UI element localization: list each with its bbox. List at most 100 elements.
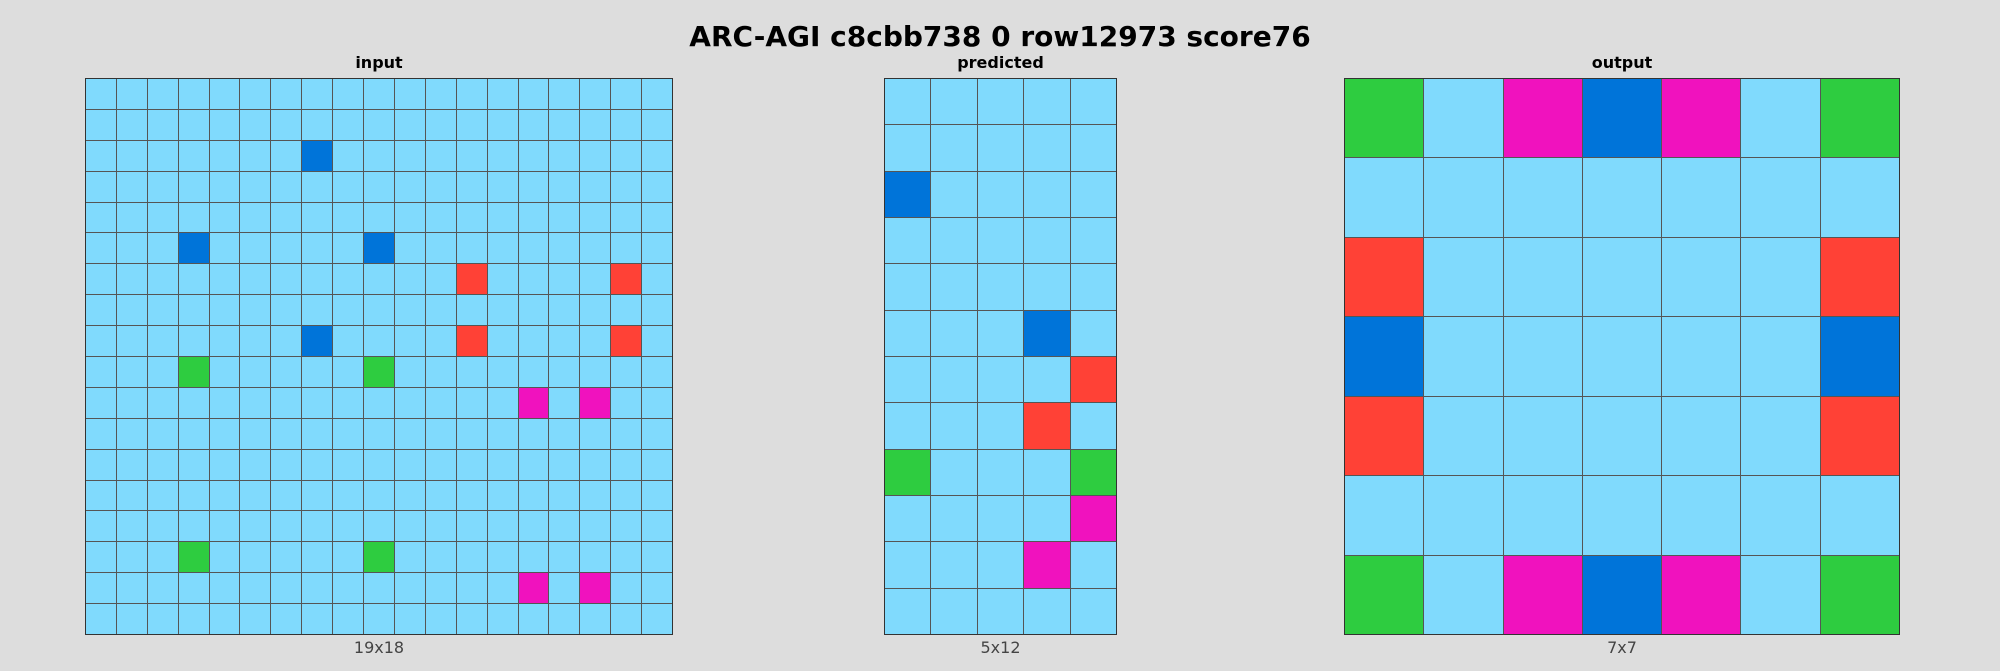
grid-cell bbox=[580, 604, 611, 634]
grid-cell bbox=[147, 295, 178, 326]
grid-cell bbox=[86, 264, 116, 295]
grid-cell bbox=[1582, 555, 1662, 634]
grid-cell bbox=[209, 326, 240, 356]
grid-cell bbox=[611, 418, 642, 449]
grid-cell bbox=[931, 356, 977, 403]
grid-cell bbox=[147, 326, 178, 356]
grid-cell bbox=[209, 202, 240, 233]
grid-cell bbox=[549, 357, 580, 387]
grid-cell bbox=[86, 295, 116, 326]
grid-cell bbox=[456, 573, 487, 604]
grid-cell bbox=[518, 109, 549, 140]
grid-cell bbox=[147, 418, 178, 449]
predicted-grid bbox=[884, 78, 1117, 635]
grid-cell bbox=[1070, 542, 1116, 588]
grid-cell bbox=[209, 449, 240, 480]
grid-cell bbox=[1024, 588, 1070, 634]
grid-cell bbox=[518, 449, 549, 480]
grid-cell bbox=[487, 573, 518, 604]
grid-cell bbox=[86, 171, 116, 202]
grid-cell bbox=[487, 387, 518, 418]
grid-cell bbox=[333, 542, 364, 573]
grid-cell bbox=[977, 79, 1024, 125]
grid-cell bbox=[885, 310, 931, 356]
grid-cell bbox=[1662, 476, 1741, 555]
predicted-panel-title: predicted bbox=[957, 53, 1044, 72]
grid-cell bbox=[580, 295, 611, 326]
grid-cell bbox=[333, 264, 364, 295]
grid-cell bbox=[456, 171, 487, 202]
grid-cell bbox=[931, 495, 977, 542]
grid-cell bbox=[611, 326, 642, 356]
grid-cell bbox=[333, 511, 364, 542]
grid-cell bbox=[611, 109, 642, 140]
grid-cell bbox=[147, 109, 178, 140]
grid-cell bbox=[549, 604, 580, 634]
grid-cell bbox=[394, 542, 425, 573]
grid-cell bbox=[394, 171, 425, 202]
grid-cell bbox=[394, 573, 425, 604]
grid-cell bbox=[333, 573, 364, 604]
grid-cell bbox=[1582, 476, 1662, 555]
grid-cell bbox=[1345, 476, 1424, 555]
grid-cell bbox=[1024, 495, 1070, 542]
grid-cell bbox=[425, 542, 456, 573]
grid-cell bbox=[456, 357, 487, 387]
grid-cell bbox=[580, 109, 611, 140]
grid-cell bbox=[1662, 237, 1741, 317]
grid-cell bbox=[549, 295, 580, 326]
grid-cell bbox=[147, 573, 178, 604]
grid-cell bbox=[1024, 171, 1070, 217]
grid-cell bbox=[425, 140, 456, 171]
grid-cell bbox=[977, 403, 1024, 449]
grid-cell bbox=[209, 418, 240, 449]
grid-cell bbox=[1820, 555, 1899, 634]
grid-cell bbox=[86, 511, 116, 542]
grid-cell bbox=[1024, 79, 1070, 125]
grid-cell bbox=[271, 573, 302, 604]
grid-cell bbox=[518, 264, 549, 295]
grid-cell bbox=[487, 357, 518, 387]
grid-cell bbox=[487, 418, 518, 449]
grid-cell bbox=[240, 573, 271, 604]
grid-cell bbox=[977, 171, 1024, 217]
grid-cell bbox=[642, 357, 672, 387]
grid-cell bbox=[240, 109, 271, 140]
grid-cell bbox=[333, 357, 364, 387]
grid-cell bbox=[394, 604, 425, 634]
grid-cell bbox=[302, 542, 333, 573]
grid-cell bbox=[302, 295, 333, 326]
grid-cell bbox=[147, 387, 178, 418]
grid-cell bbox=[456, 140, 487, 171]
grid-cell bbox=[885, 403, 931, 449]
grid-cell bbox=[333, 295, 364, 326]
grid-cell bbox=[580, 357, 611, 387]
grid-cell bbox=[456, 387, 487, 418]
grid-cell bbox=[931, 264, 977, 310]
grid-cell bbox=[885, 449, 931, 495]
grid-cell bbox=[518, 79, 549, 109]
grid-cell bbox=[1024, 125, 1070, 171]
grid-cell bbox=[1424, 396, 1503, 476]
grid-cell bbox=[931, 403, 977, 449]
grid-cell bbox=[487, 326, 518, 356]
grid-cell bbox=[487, 109, 518, 140]
grid-cell bbox=[178, 604, 209, 634]
grid-cell bbox=[885, 171, 931, 217]
grid-cell bbox=[394, 480, 425, 511]
grid-cell bbox=[147, 202, 178, 233]
grid-cell bbox=[147, 604, 178, 634]
grid-cell bbox=[178, 449, 209, 480]
grid-cell bbox=[1662, 555, 1741, 634]
grid-cell bbox=[116, 264, 147, 295]
grid-cell bbox=[394, 295, 425, 326]
grid-cell bbox=[1503, 158, 1582, 237]
grid-cell bbox=[425, 573, 456, 604]
grid-cell bbox=[642, 171, 672, 202]
grid-cell bbox=[425, 264, 456, 295]
grid-cell bbox=[487, 511, 518, 542]
grid-cell bbox=[487, 79, 518, 109]
grid-cell bbox=[642, 326, 672, 356]
grid-cell bbox=[178, 573, 209, 604]
grid-cell bbox=[364, 326, 394, 356]
